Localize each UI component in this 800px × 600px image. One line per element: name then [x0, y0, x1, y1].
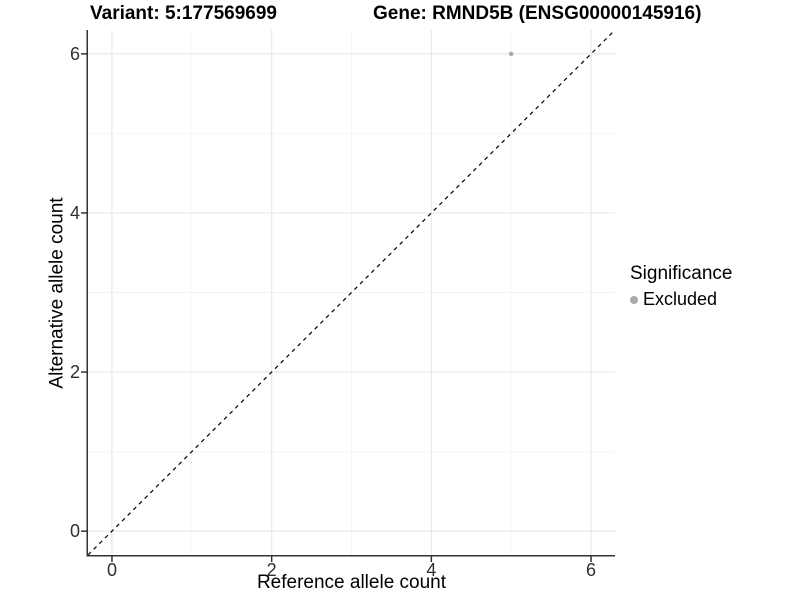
y-tick-label: 2	[69, 362, 80, 383]
legend-item-excluded: Excluded	[630, 289, 732, 310]
legend: Significance Excluded	[630, 263, 732, 310]
x-tick-label: 4	[426, 560, 437, 580]
y-axis-title-text: Alternative allele count	[47, 196, 69, 389]
legend-title: Significance	[630, 263, 733, 284]
x-tick-label: 6	[586, 560, 597, 580]
plot-title-variant: Variant: 5:177569699	[90, 3, 277, 24]
legend-item-label: Excluded	[643, 289, 718, 309]
identity-line	[87, 29, 616, 556]
x-tick-label: 2	[266, 560, 277, 580]
y-axis-title: Alternative allele count	[44, 30, 72, 555]
data-point	[508, 51, 514, 57]
x-tick-label: 0	[106, 560, 117, 580]
y-tick-label: 4	[69, 202, 80, 223]
plot-title-gene: Gene: RMND5B (ENSG00000145916)	[373, 3, 702, 24]
y-tick-label: 0	[69, 521, 80, 542]
legend-point-icon	[630, 295, 638, 304]
y-tick-label: 6	[69, 43, 80, 64]
x-axis-title: Reference allele count	[256, 572, 447, 593]
